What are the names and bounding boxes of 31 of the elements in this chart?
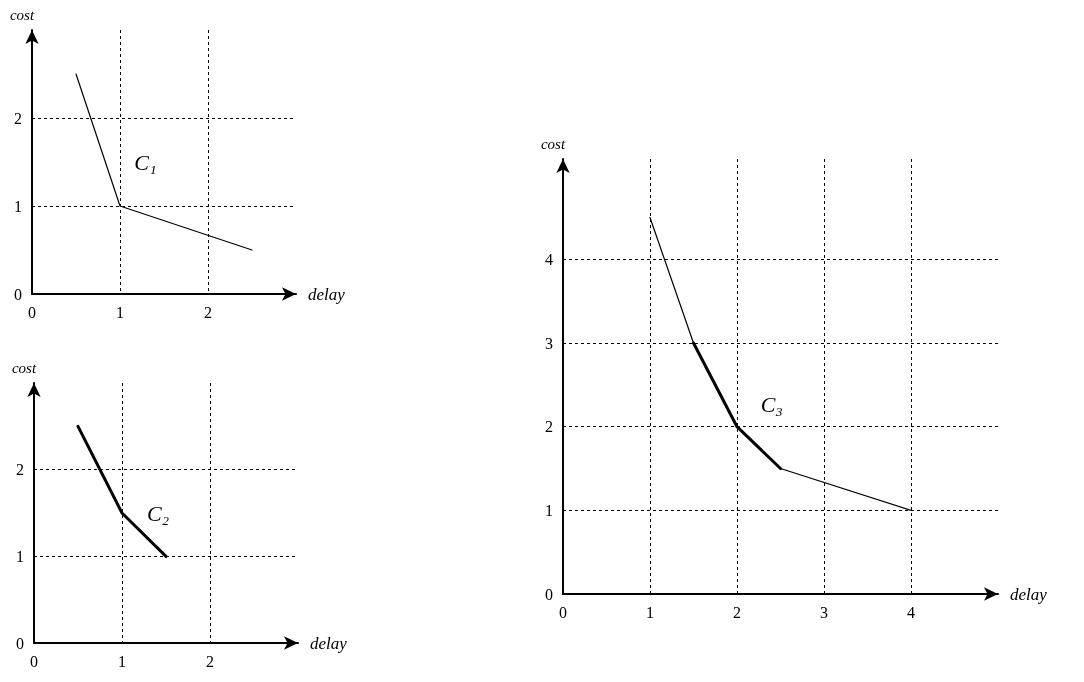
annotation: C₃ (760, 392, 783, 418)
y-tick-label: 0 (14, 285, 22, 303)
x-tick-label: 1 (646, 603, 654, 621)
x-tick-label: 0 (28, 303, 36, 321)
x-tick-label: 0 (559, 603, 567, 621)
y-tick-label: 2 (545, 418, 553, 436)
y-tick-label: 4 (545, 250, 553, 268)
y-axis-title: cost (11, 359, 37, 376)
x-tick-label: 2 (733, 603, 741, 621)
x-tick-label: 2 (206, 652, 214, 670)
y-tick-label: 2 (16, 461, 24, 479)
x-tick-label: 0 (30, 652, 38, 670)
y-tick-label: 3 (545, 334, 553, 352)
y-tick-label: 1 (16, 547, 24, 565)
x-axis-title: delay (308, 284, 346, 304)
x-axis-title: delay (1010, 584, 1048, 604)
x-tick-label: 1 (118, 652, 126, 670)
x-tick-label: 3 (820, 603, 828, 621)
x-tick-label: 1 (116, 303, 124, 321)
x-axis-title: delay (310, 633, 348, 653)
y-tick-label: 0 (16, 634, 24, 652)
y-axis-title: cost (540, 135, 566, 152)
y-tick-label: 1 (14, 197, 22, 215)
annotation: C₂ (146, 500, 170, 526)
y-tick-label: 0 (545, 585, 553, 603)
x-tick-label: 4 (907, 603, 915, 621)
y-axis-title: cost (9, 6, 35, 23)
y-tick-label: 1 (545, 501, 553, 519)
annotation: C₁ (134, 149, 157, 175)
y-tick-label: 2 (14, 109, 22, 127)
x-tick-label: 2 (204, 303, 212, 321)
